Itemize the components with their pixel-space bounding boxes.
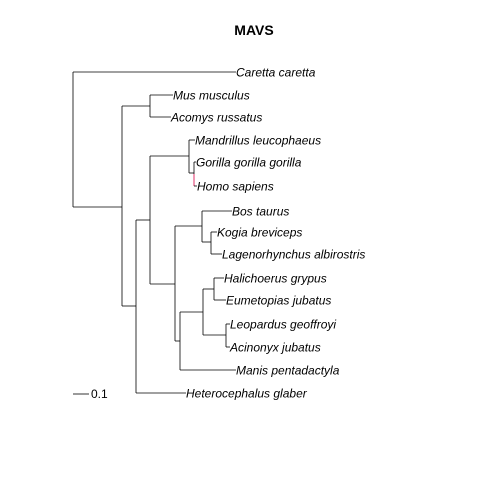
tip-label: Bos taurus <box>232 205 289 219</box>
tip-label: Heterocephalus glaber <box>186 387 308 401</box>
tip-label: Lagenorhynchus albirostris <box>222 248 365 262</box>
tip-label: Acinonyx jubatus <box>229 341 321 355</box>
tip-label: Manis pentadactyla <box>236 364 340 378</box>
scale-bar-label: 0.1 <box>91 387 108 401</box>
tip-label: Gorilla gorilla gorilla <box>196 156 302 170</box>
scale-bar: 0.1 <box>73 387 108 401</box>
tip-label: Leopardus geoffroyi <box>230 318 336 332</box>
tree-title: MAVS <box>234 22 273 38</box>
tip-label: Acomys russatus <box>170 111 262 125</box>
tip-label: Homo sapiens <box>197 180 274 194</box>
tip-label: Halichoerus grypus <box>224 272 327 286</box>
tip-label: Caretta caretta <box>236 66 316 80</box>
tip-labels: Caretta caretta Mus musculus Acomys russ… <box>170 66 365 401</box>
tree-branches <box>72 71 236 394</box>
tip-label: Mus musculus <box>173 89 250 103</box>
tip-label: Mandrillus leucophaeus <box>195 134 321 148</box>
tip-label: Kogia breviceps <box>217 226 302 240</box>
tip-label: Eumetopias jubatus <box>226 294 331 308</box>
